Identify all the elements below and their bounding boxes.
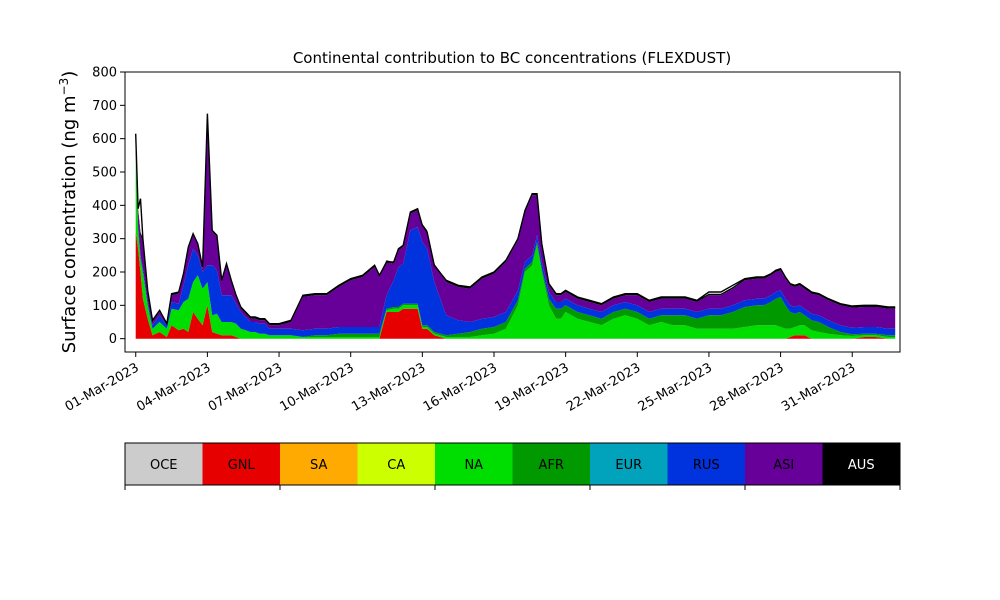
y-tick-label: 700 [92,99,117,114]
legend-label-oce: OCE [150,458,178,473]
legend-label-ca: CA [387,458,405,473]
y-tick-label: 500 [92,166,117,181]
y-axis-label-main: Surface concentration (ng m [59,95,80,353]
area-rus [135,152,896,337]
y-tick-label: 0 [109,332,117,347]
legend-label-eur: EUR [615,458,642,473]
y-axis-label: Surface concentration (ng m−3) [57,71,80,354]
legend-swatch-sa [280,443,358,485]
legend-swatch-asi [745,443,823,485]
y-tick-label: 100 [92,299,117,314]
legend-swatch-afr [512,443,590,485]
legend-swatch-gnl [202,443,280,485]
legend-label-asi: ASI [773,458,794,473]
legend-label-na: NA [464,458,483,473]
legend-swatch-eur [590,443,668,485]
y-tick-label: 600 [92,132,117,147]
chart-title: Continental contribution to BC concentra… [293,49,731,67]
legend-label-afr: AFR [539,458,564,473]
legend-swatch-rus [667,443,745,485]
area-na [135,155,896,339]
legend-label-sa: SA [310,458,327,473]
legend-frame [124,442,901,486]
y-axis-label-sup: −3 [57,78,71,96]
y-axis-label-close: ) [59,71,80,78]
y-tick-label: 300 [92,232,117,247]
legend-label-rus: RUS [693,458,720,473]
continent-colorbar-legend: OCE GNL SA CA NA AFR EUR RUS ASI AUS [124,442,901,490]
legend-swatch-na [435,443,513,485]
legend-swatch-ca [357,443,435,485]
legend-label-aus: AUS [848,458,875,473]
legend-swatch-oce [125,443,203,485]
plot-frame [124,71,901,353]
legend-label-gnl: GNL [228,458,256,473]
total-line [135,113,896,326]
y-tick-label: 800 [92,66,117,81]
legend-swatch-aus [822,443,900,485]
stacked-area-layer [135,113,896,339]
y-tick-label: 200 [92,266,117,281]
area-asi [135,115,896,331]
y-tick-label: 400 [92,199,117,214]
